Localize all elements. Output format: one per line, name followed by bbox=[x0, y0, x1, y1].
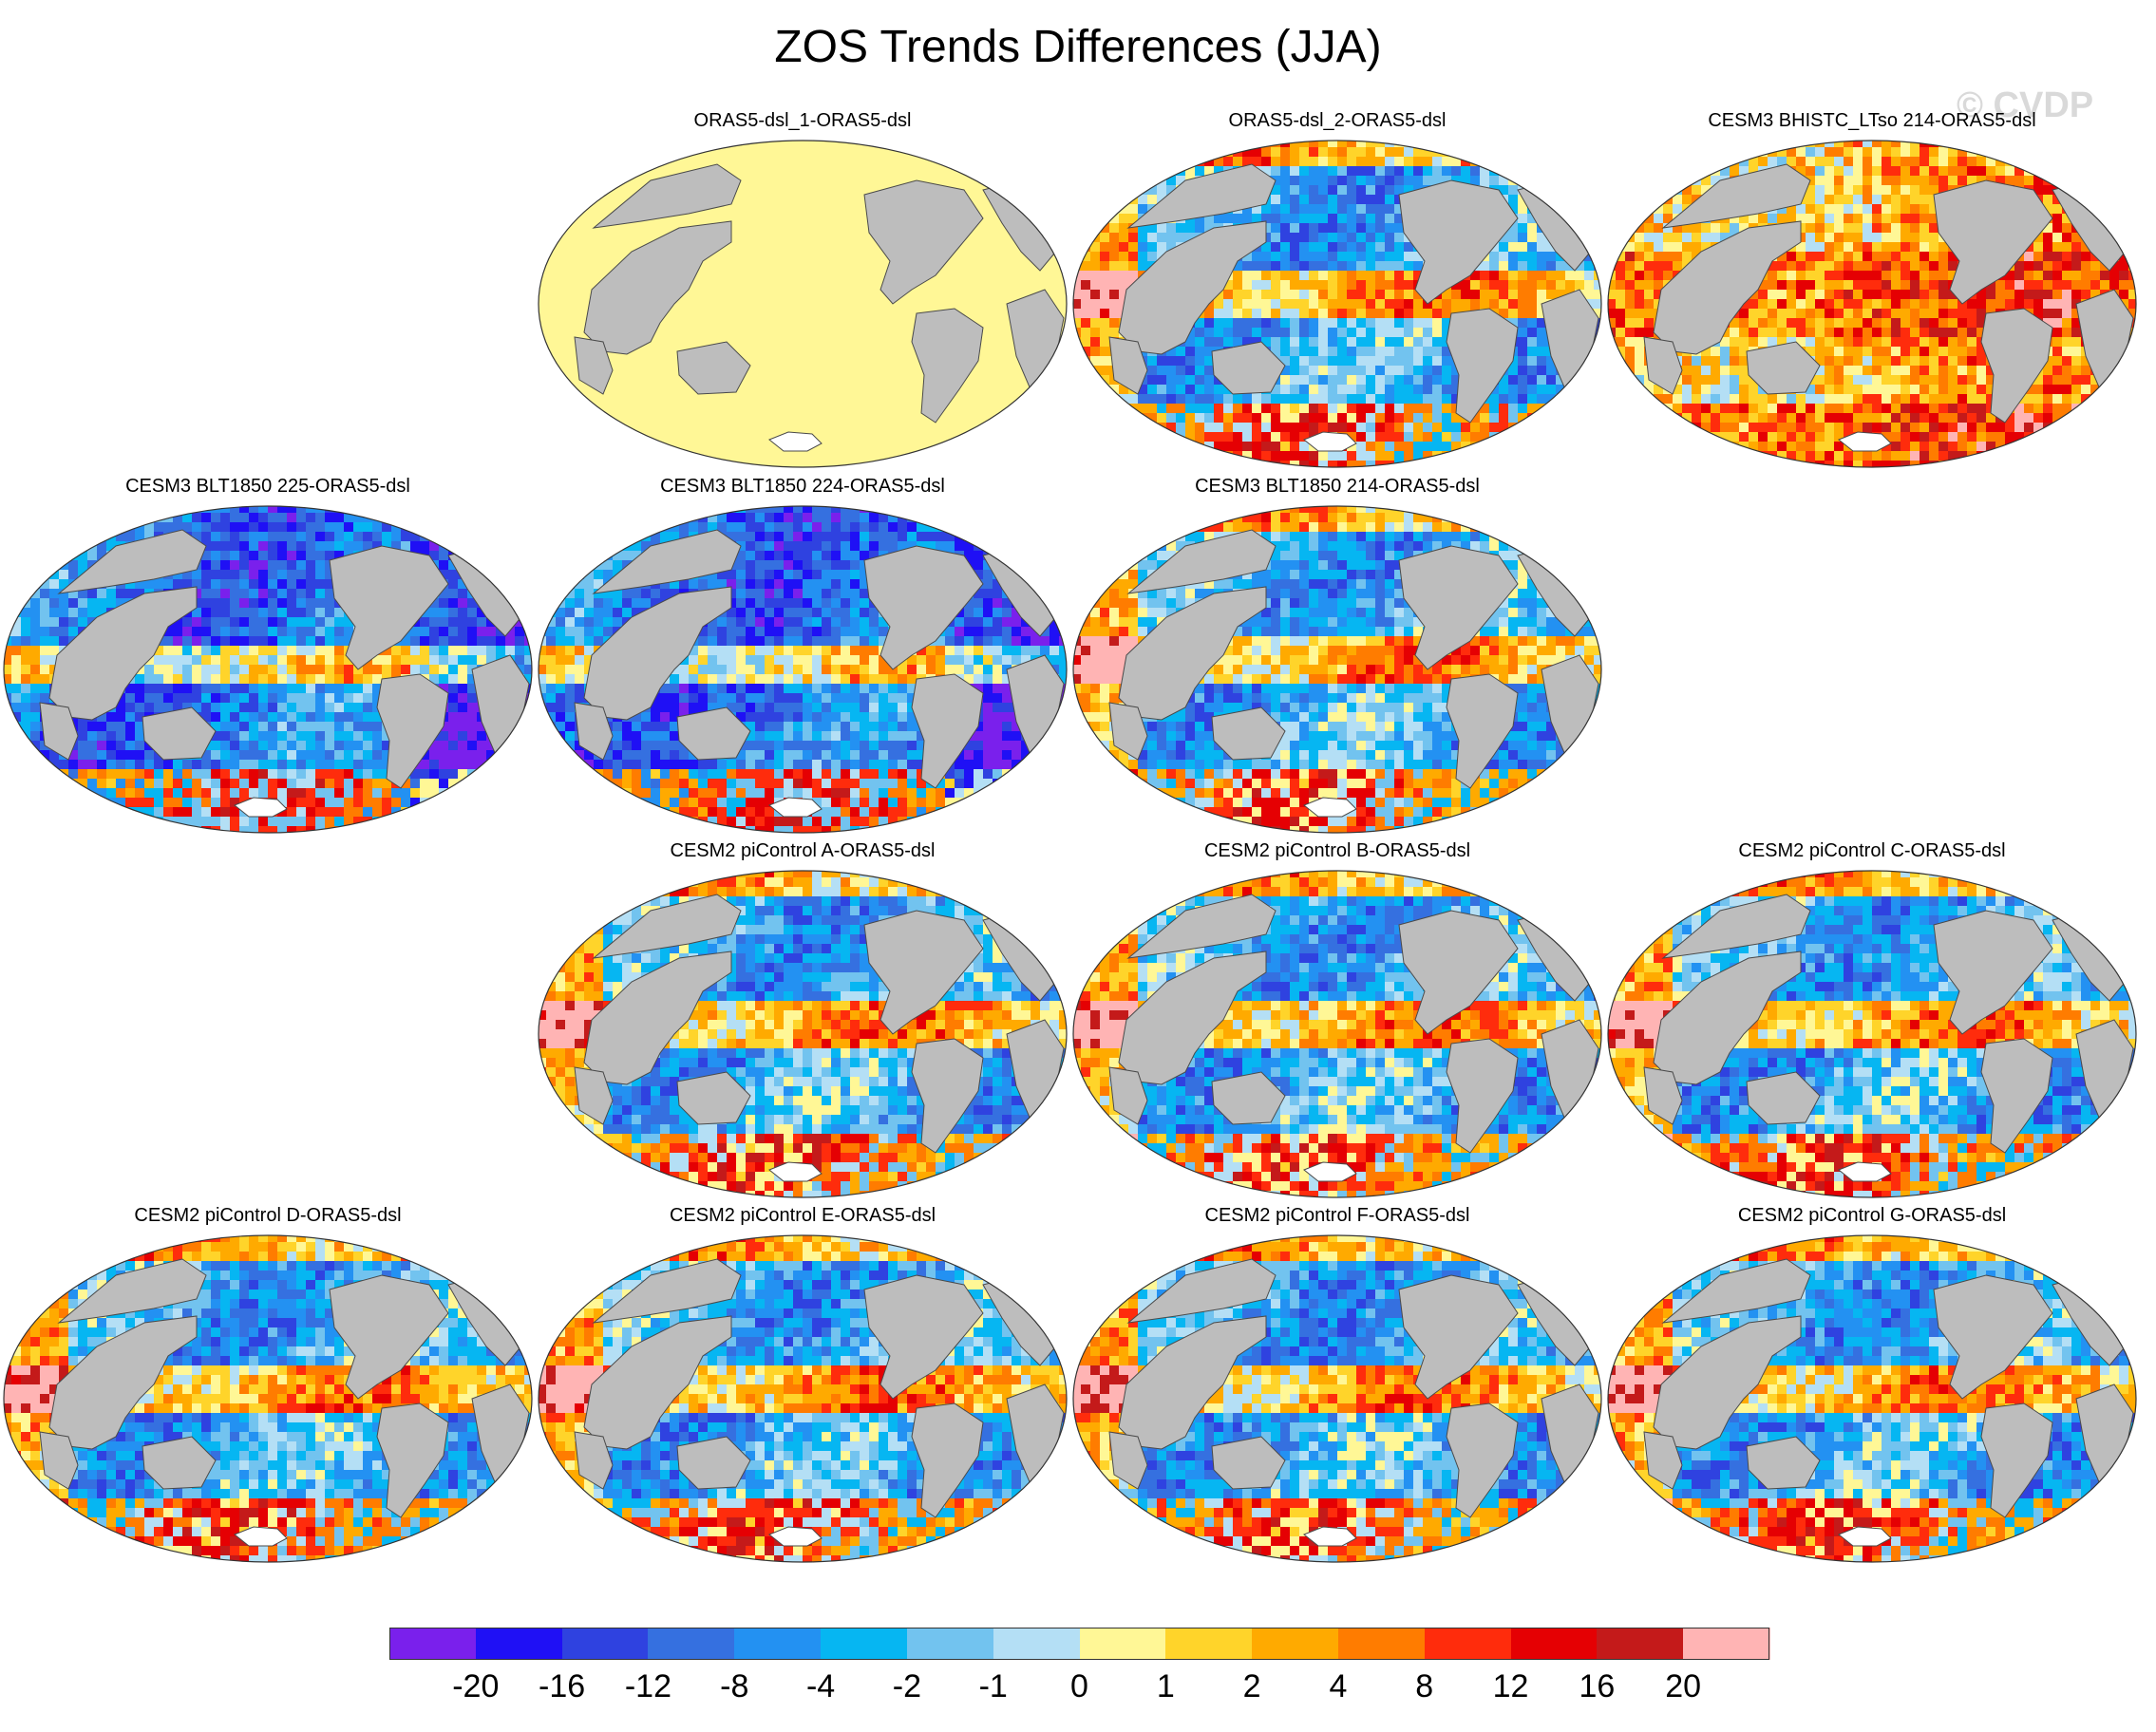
panel-title: CESM3 BLT1850 225-ORAS5-dsl bbox=[2, 475, 534, 498]
map-view bbox=[537, 868, 1069, 1200]
map-view bbox=[1071, 868, 1603, 1200]
map-panel: CESM2 piControl B-ORAS5-dsl bbox=[1071, 839, 1603, 1181]
panel-title: CESM3 BHISTC_LTso 214-ORAS5-dsl bbox=[1606, 109, 2138, 132]
panel-title: CESM2 piControl A-ORAS5-dsl bbox=[537, 839, 1069, 862]
panel-title: CESM2 piControl F-ORAS5-dsl bbox=[1071, 1204, 1603, 1227]
panel-title: CESM2 piControl G-ORAS5-dsl bbox=[1606, 1204, 2138, 1227]
panel-title: CESM2 piControl B-ORAS5-dsl bbox=[1071, 839, 1603, 862]
colorbar-tick-label: 4 bbox=[1300, 1667, 1376, 1705]
map-view bbox=[1606, 138, 2138, 470]
map-view bbox=[1071, 503, 1603, 836]
map-panel: CESM3 BLT1850 224-ORAS5-dsl bbox=[537, 475, 1069, 817]
map-panel: CESM3 BLT1850 214-ORAS5-dsl bbox=[1071, 475, 1603, 817]
colorbar-tick-label: 16 bbox=[1559, 1667, 1635, 1705]
colorbar-tick-label: -20 bbox=[438, 1667, 514, 1705]
panel-title: CESM2 piControl D-ORAS5-dsl bbox=[2, 1204, 534, 1227]
map-panel: CESM3 BLT1850 225-ORAS5-dsl bbox=[2, 475, 534, 817]
colorbar-tick-label: 0 bbox=[1042, 1667, 1118, 1705]
colorbar-box bbox=[734, 1628, 821, 1660]
colorbar-tick-label: -2 bbox=[869, 1667, 945, 1705]
colorbar-box bbox=[1252, 1628, 1338, 1660]
figure-title: ZOS Trends Differences (JJA) bbox=[0, 21, 2156, 74]
colorbar-tick-label: 12 bbox=[1473, 1667, 1549, 1705]
colorbar-box bbox=[389, 1628, 476, 1660]
map-panel: CESM2 piControl E-ORAS5-dsl bbox=[537, 1204, 1069, 1546]
map-panel: CESM2 piControl D-ORAS5-dsl bbox=[2, 1204, 534, 1546]
panel-title: CESM3 BLT1850 214-ORAS5-dsl bbox=[1071, 475, 1603, 498]
colorbar-box bbox=[821, 1628, 907, 1660]
colorbar-tick-label: 8 bbox=[1387, 1667, 1463, 1705]
colorbar-box bbox=[1080, 1628, 1166, 1660]
colorbar-tick-label: 1 bbox=[1127, 1667, 1203, 1705]
panel-title: CESM2 piControl C-ORAS5-dsl bbox=[1606, 839, 2138, 862]
map-panel: ORAS5-dsl_2-ORAS5-dsl bbox=[1071, 109, 1603, 451]
colorbar-box bbox=[476, 1628, 562, 1660]
colorbar-tick-label: -4 bbox=[783, 1667, 859, 1705]
map-panel: CESM2 piControl A-ORAS5-dsl bbox=[537, 839, 1069, 1181]
map-panel: CESM3 BHISTC_LTso 214-ORAS5-dsl bbox=[1606, 109, 2138, 451]
map-view bbox=[1071, 138, 1603, 470]
colorbar-tick-label: -16 bbox=[524, 1667, 600, 1705]
map-panel: CESM2 piControl G-ORAS5-dsl bbox=[1606, 1204, 2138, 1546]
panel-title: CESM3 BLT1850 224-ORAS5-dsl bbox=[537, 475, 1069, 498]
map-panel: CESM2 piControl F-ORAS5-dsl bbox=[1071, 1204, 1603, 1546]
map-view bbox=[2, 503, 534, 836]
map-view bbox=[537, 503, 1069, 836]
colorbar-tick-label: 2 bbox=[1214, 1667, 1290, 1705]
colorbar-tick-label: -12 bbox=[610, 1667, 686, 1705]
map-view bbox=[1606, 868, 2138, 1200]
colorbar-box bbox=[993, 1628, 1080, 1660]
map-view bbox=[2, 1233, 534, 1565]
colorbar-box bbox=[1683, 1628, 1769, 1660]
colorbar-box bbox=[1425, 1628, 1511, 1660]
panel-title: ORAS5-dsl_1-ORAS5-dsl bbox=[537, 109, 1069, 132]
map-panel: ORAS5-dsl_1-ORAS5-dsl bbox=[537, 109, 1069, 451]
colorbar-tick-label: -8 bbox=[696, 1667, 772, 1705]
map-view bbox=[537, 138, 1069, 470]
map-panel: CESM2 piControl C-ORAS5-dsl bbox=[1606, 839, 2138, 1181]
colorbar-tick-label: -1 bbox=[955, 1667, 1031, 1705]
colorbar-box bbox=[648, 1628, 734, 1660]
colorbar-box bbox=[1165, 1628, 1252, 1660]
colorbar-box bbox=[1511, 1628, 1598, 1660]
panel-title: CESM2 piControl E-ORAS5-dsl bbox=[537, 1204, 1069, 1227]
map-view bbox=[537, 1233, 1069, 1565]
panel-title: ORAS5-dsl_2-ORAS5-dsl bbox=[1071, 109, 1603, 132]
map-view bbox=[1071, 1233, 1603, 1565]
colorbar-box bbox=[1338, 1628, 1425, 1660]
map-view bbox=[1606, 1233, 2138, 1565]
colorbar-box bbox=[562, 1628, 649, 1660]
colorbar-box bbox=[907, 1628, 993, 1660]
colorbar-tick-label: 20 bbox=[1645, 1667, 1721, 1705]
colorbar-box bbox=[1597, 1628, 1683, 1660]
